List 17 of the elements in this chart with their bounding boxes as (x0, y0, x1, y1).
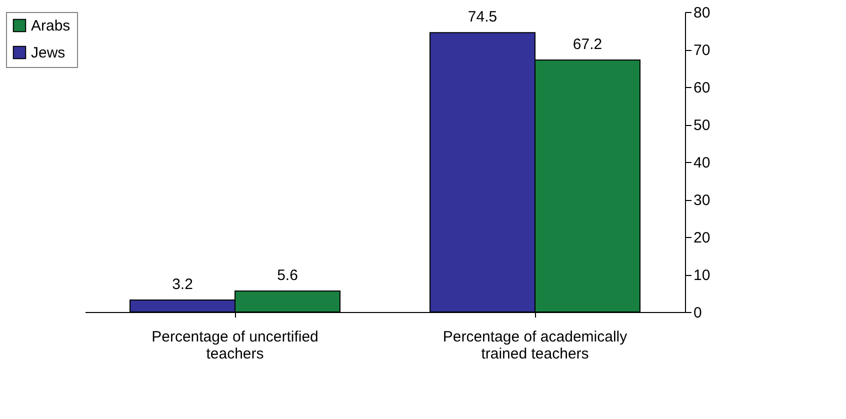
y-tick-label: 40 (694, 154, 710, 172)
y-tick-label: 70 (694, 42, 710, 59)
y-tick-label: 0 (694, 304, 702, 322)
y-tick-label: 50 (694, 117, 710, 134)
y-tick-label: 10 (694, 267, 710, 284)
y-tick-label: 20 (694, 230, 710, 246)
y-tick-label: 30 (694, 192, 710, 209)
legend-label: Arabs (31, 18, 70, 34)
data-label: 3.2 (172, 276, 193, 293)
legend-label: Jews (31, 44, 66, 62)
y-tick-label: 60 (694, 80, 710, 96)
x-tick-label: Percentage of academically trained teachers (442, 328, 628, 362)
data-label: 5.6 (277, 267, 298, 284)
data-label: 67.2 (572, 36, 602, 53)
y-tick-label: 80 (694, 4, 710, 22)
x-tick-label: Percentage of uncertified teachers (152, 328, 318, 362)
data-label: 74.5 (468, 8, 498, 26)
